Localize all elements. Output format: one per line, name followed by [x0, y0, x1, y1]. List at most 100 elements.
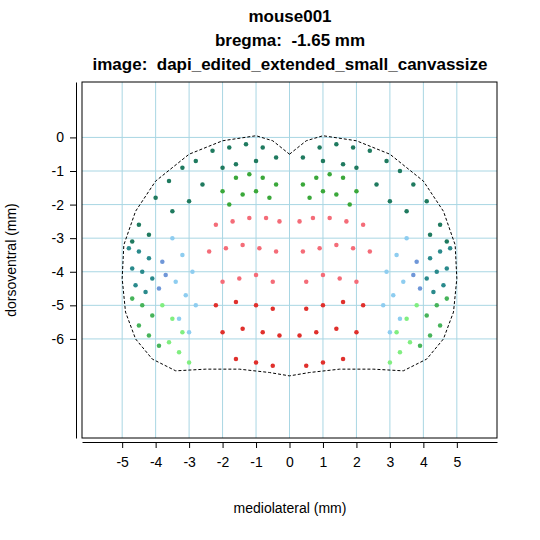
cell	[143, 290, 148, 295]
cell	[271, 280, 276, 285]
cell	[210, 149, 215, 154]
cell	[431, 290, 436, 295]
cell	[438, 222, 443, 227]
grid-line	[423, 82, 424, 438]
cell	[301, 182, 306, 187]
x-tick-mark	[323, 442, 324, 448]
x-tick-mark	[189, 442, 190, 448]
cell	[277, 333, 282, 338]
x-tick-mark	[356, 442, 357, 448]
cell	[224, 246, 229, 251]
cell	[220, 165, 225, 170]
cell	[260, 175, 265, 180]
grid-line	[389, 82, 390, 438]
y-tick: -6	[52, 331, 76, 347]
cell	[271, 306, 276, 311]
cell	[247, 172, 252, 177]
grid-line	[256, 82, 257, 438]
cell	[220, 189, 225, 194]
cell	[147, 256, 152, 261]
x-tick-label: -1	[250, 454, 263, 470]
cell	[334, 327, 339, 332]
cell	[297, 333, 302, 338]
x-tick: -2	[217, 442, 230, 470]
cell-group	[157, 259, 423, 290]
y-tick-label: -2	[52, 197, 65, 213]
y-tick-label: -5	[52, 297, 65, 313]
cell	[435, 303, 440, 308]
cell	[183, 293, 188, 298]
grid-line	[289, 82, 290, 438]
grid-line	[82, 204, 497, 205]
x-tick-mark	[457, 442, 458, 448]
grid-line	[222, 82, 223, 438]
cell	[214, 222, 219, 227]
cell-group	[214, 300, 366, 368]
grid-line	[82, 137, 497, 138]
y-tick-label: -3	[52, 230, 65, 246]
x-tick-mark	[256, 442, 257, 448]
cell	[274, 249, 279, 254]
cell	[354, 165, 359, 170]
cell	[260, 145, 265, 150]
cell	[304, 306, 309, 311]
cell	[414, 303, 419, 308]
cell	[311, 216, 316, 221]
cell	[341, 357, 346, 362]
cell	[334, 192, 339, 197]
grid-line	[189, 82, 190, 438]
cell	[173, 280, 178, 285]
cell	[187, 199, 192, 204]
cell	[404, 236, 409, 241]
cell	[445, 239, 450, 244]
x-tick-label: -2	[217, 454, 230, 470]
cell	[428, 233, 433, 238]
cell	[220, 280, 225, 285]
cell	[137, 249, 142, 254]
cell	[424, 313, 429, 318]
x-tick-mark	[423, 442, 424, 448]
y-tick: -2	[52, 197, 76, 213]
cell	[317, 246, 322, 251]
cell	[180, 253, 185, 258]
cell	[157, 343, 162, 348]
cell	[448, 246, 453, 251]
cell	[240, 192, 245, 197]
cell	[398, 169, 403, 174]
cell	[304, 364, 309, 369]
y-tick-mark	[70, 238, 76, 239]
title-line: image: dapi_edited_extended_small_canvas…	[93, 55, 488, 74]
cell	[334, 243, 339, 248]
cell	[140, 269, 145, 274]
cell	[247, 216, 252, 221]
cell	[170, 317, 175, 322]
y-tick-mark	[70, 305, 76, 306]
cell	[187, 360, 192, 365]
cell-group	[170, 236, 409, 335]
cell	[234, 357, 239, 362]
cell	[157, 286, 162, 291]
cell	[414, 259, 419, 264]
cell	[274, 155, 279, 160]
cell	[153, 196, 158, 201]
cell	[127, 246, 132, 251]
cell	[321, 273, 326, 278]
cell	[438, 323, 443, 328]
cell	[200, 182, 205, 187]
y-tick: -4	[52, 264, 76, 280]
cell	[391, 293, 396, 298]
grid-line	[456, 82, 457, 438]
cell	[230, 219, 235, 224]
cell	[435, 269, 440, 274]
cell	[254, 273, 259, 278]
cell	[344, 219, 349, 224]
cell-group	[130, 296, 449, 348]
cell	[147, 233, 152, 238]
grid-line	[82, 338, 497, 339]
x-tick: 4	[420, 442, 428, 470]
x-tick: -3	[183, 442, 196, 470]
cell	[354, 330, 359, 335]
y-tick-mark	[70, 205, 76, 206]
cell	[384, 159, 389, 164]
cell	[388, 360, 393, 365]
